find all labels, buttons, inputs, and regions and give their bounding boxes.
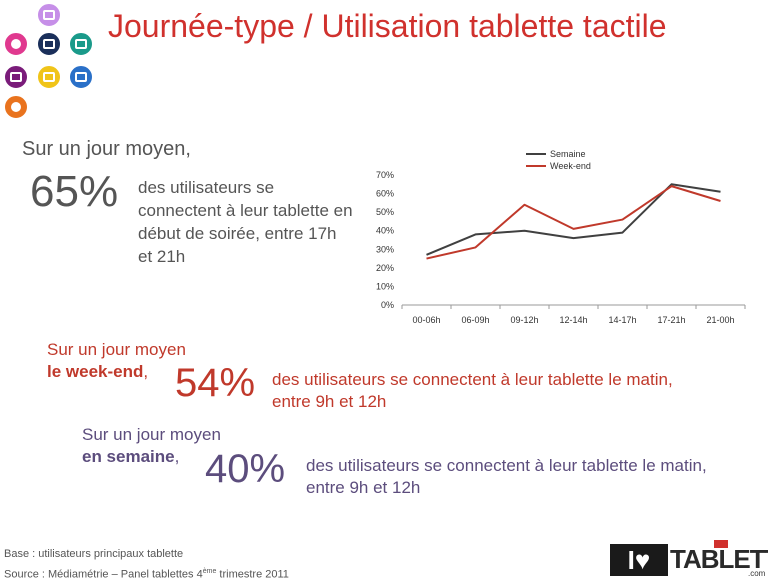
section3-label-emphasis: en semaine	[82, 447, 175, 466]
y-tick-label: 50%	[376, 207, 394, 217]
section3-label-line1: Sur un jour moyen	[82, 425, 221, 444]
legend-label: Semaine	[550, 149, 586, 159]
footer-source-suffix: trimestre 2011	[216, 568, 289, 580]
disc-icon-glyph	[11, 39, 21, 49]
device-icon	[68, 31, 94, 57]
footer-source: Source : Médiamétrie – Panel tablettes 4…	[4, 563, 289, 580]
section3-label: Sur un jour moyen en semaine,	[82, 424, 221, 468]
section2-label-emphasis: le week-end	[47, 362, 144, 381]
device-icon-glyph	[75, 39, 87, 49]
section2-percentage: 54%	[175, 361, 256, 405]
section3-comma: ,	[174, 447, 180, 466]
brand-logo: I♥ TABLETTE .com	[610, 540, 768, 578]
x-tick-label: 17-21h	[657, 315, 685, 325]
y-tick-label: 30%	[376, 244, 394, 254]
footer-source-sup: ème	[202, 568, 217, 575]
page-title: Journée-type / Utilisation tablette tact…	[108, 8, 667, 44]
series-line-2	[426, 185, 721, 260]
video-icon	[36, 2, 62, 28]
footer-source-prefix: Source : Médiamétrie – Panel tablettes 4	[4, 568, 203, 580]
brand-suffix: .com	[748, 569, 766, 578]
y-tick-label: 10%	[376, 281, 394, 291]
mouse-icon-glyph	[11, 102, 21, 112]
section2-comma: ,	[143, 362, 149, 381]
section2-label-line1: Sur un jour moyen	[47, 340, 186, 359]
screen-icon	[68, 64, 94, 90]
y-tick-label: 20%	[376, 263, 394, 273]
chart-svg: 0% 10% 20% 30% 40% 50% 60% 70% 00-06h 06-09h 09-12…	[376, 149, 746, 325]
brand-text: TABLETTE	[670, 544, 768, 574]
video-icon-glyph	[43, 10, 55, 20]
series-line-1	[426, 183, 721, 256]
logo-icons	[0, 0, 100, 120]
y-tick-label: 40%	[376, 226, 394, 236]
section3-percentage: 40%	[205, 447, 286, 491]
phone-icon-glyph	[10, 72, 22, 82]
section1-label: Sur un jour moyen,	[22, 138, 191, 160]
phone-icon	[3, 64, 29, 90]
y-tick-label: 70%	[376, 170, 394, 180]
x-tick-label: 21-00h	[706, 315, 734, 325]
x-tick-label: 14-17h	[608, 315, 636, 325]
clapper-icon	[36, 31, 62, 57]
section2-text: des utilisateurs se connectent à leur ta…	[272, 370, 673, 411]
x-tick-label: 00-06h	[412, 315, 440, 325]
legend-label: Week-end	[550, 161, 591, 171]
section1-text: des utilisateurs se connectent à leur ta…	[138, 178, 353, 266]
section3-text: des utilisateurs se connectent à leur ta…	[306, 456, 707, 497]
section1-percentage: 65%	[30, 167, 119, 216]
radio-icon-glyph	[43, 72, 55, 82]
footer: Base : utilisateurs principaux tablette …	[4, 546, 289, 580]
y-tick-label: 0%	[381, 300, 394, 310]
radio-icon	[36, 64, 62, 90]
disc-icon	[3, 31, 29, 57]
brand-flag	[714, 540, 728, 548]
line-chart: 0% 10% 20% 30% 40% 50% 60% 70% 00-06h 06-09h 09-12…	[360, 140, 760, 335]
clapper-icon-glyph	[43, 39, 55, 49]
brand-mark: I♥	[610, 544, 668, 576]
x-tick-label: 09-12h	[510, 315, 538, 325]
screen-icon-glyph	[75, 72, 87, 82]
section2-label: Sur un jour moyen le week-end,	[47, 339, 186, 383]
x-tick-label: 06-09h	[461, 315, 489, 325]
footer-base: Base : utilisateurs principaux tablette	[4, 548, 184, 560]
y-tick-label: 60%	[376, 189, 394, 199]
mouse-icon	[3, 94, 29, 120]
x-tick-label: 12-14h	[559, 315, 587, 325]
